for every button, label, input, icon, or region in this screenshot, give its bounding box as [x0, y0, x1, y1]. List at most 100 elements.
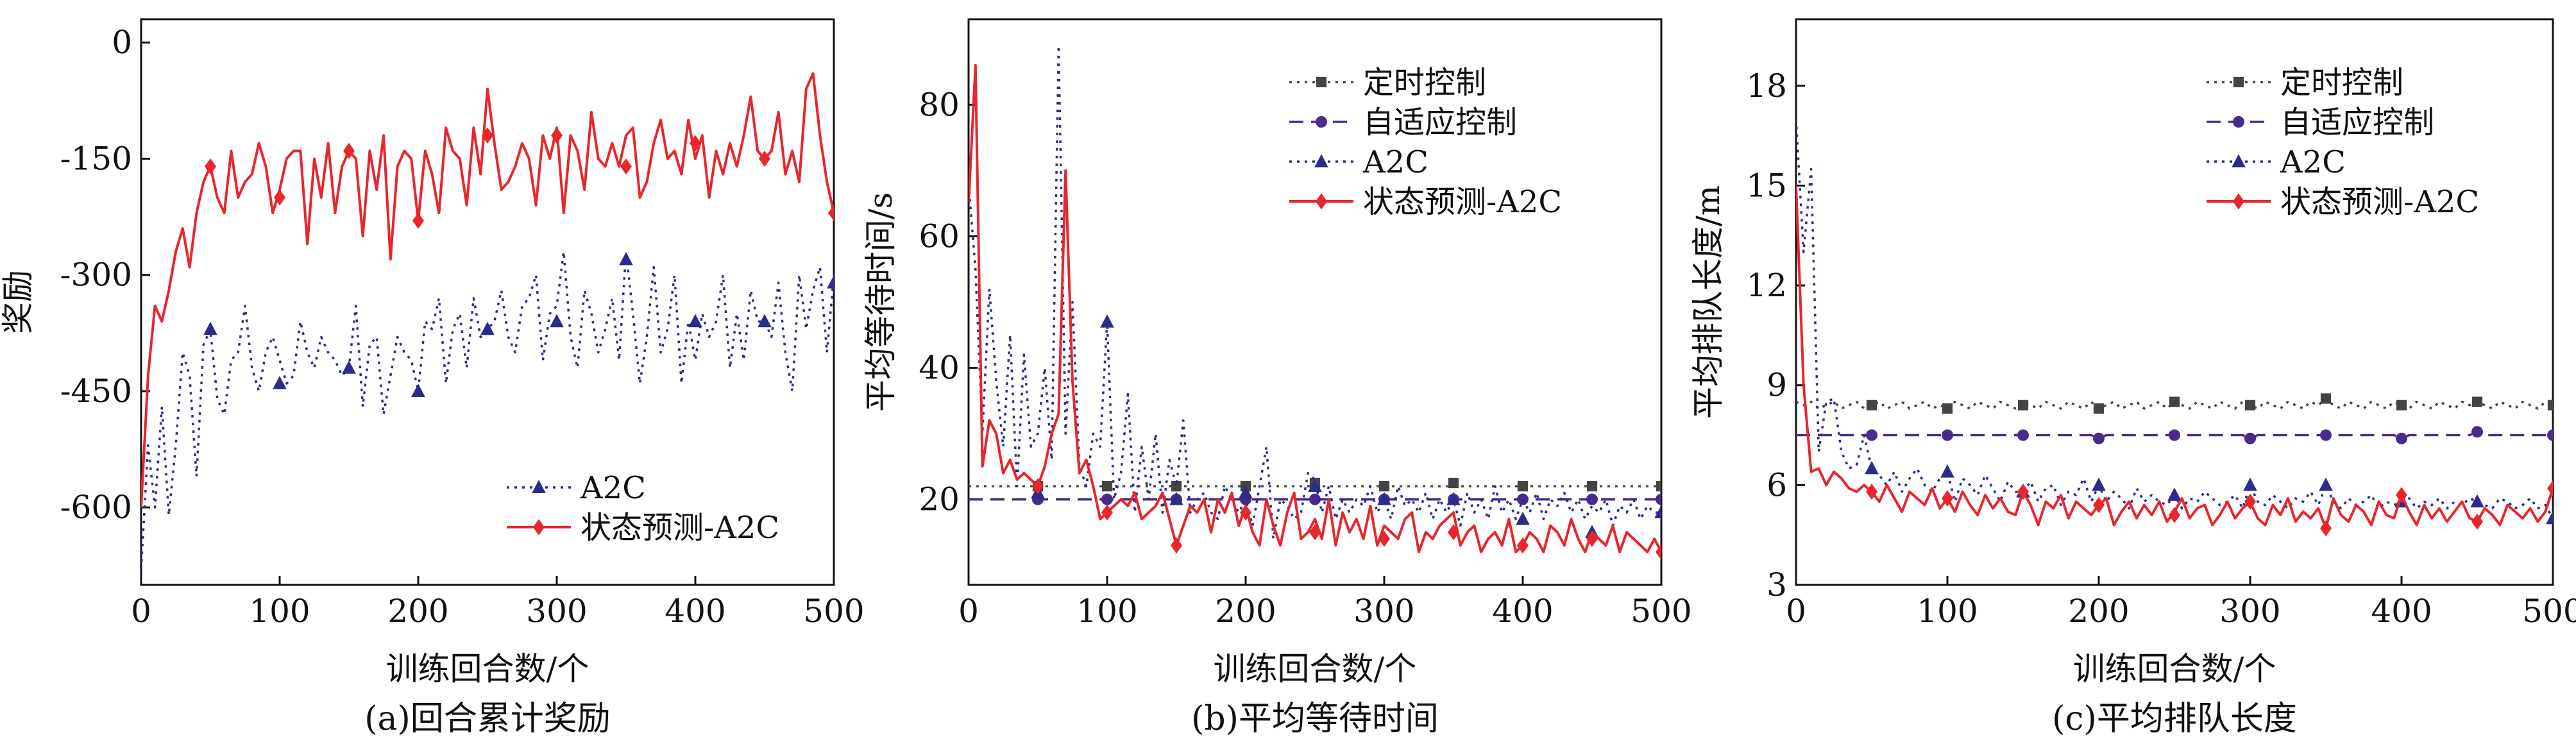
legend-label-0: 定时控制 — [2280, 65, 2403, 101]
plot-area — [1796, 119, 2553, 537]
series-marker-0 — [1586, 481, 1598, 492]
x-axis-title: 训练回合数/个 — [2073, 650, 2276, 687]
series-line-2 — [969, 44, 1661, 540]
series-marker-1 — [343, 142, 355, 159]
series-marker-3 — [2244, 493, 2256, 510]
series-marker-0 — [2396, 400, 2407, 410]
chart-panel-0: 0 100 200 300 400 500 0 -150 -300 -450 -600 训练回合数/个… — [0, 18, 865, 738]
legend-label-0: 定时控制 — [1363, 65, 1486, 101]
y-tick-label: -450 — [60, 373, 132, 410]
series-marker-2 — [1239, 485, 1253, 499]
y-axis-title: 奖励 — [0, 270, 37, 334]
series-marker-3 — [2017, 484, 2029, 500]
x-tick-label: 500 — [1631, 593, 1691, 630]
series-marker-0 — [273, 376, 287, 389]
x-tick-label: 0 — [958, 593, 979, 630]
x-tick-label: 300 — [2219, 593, 2280, 630]
series-marker-0 — [2244, 400, 2256, 410]
series-marker-1 — [274, 189, 285, 206]
series-marker-2 — [1654, 505, 1661, 519]
chart-panel-1: 0 100 200 300 400 500 20 40 60 80 训练回合数/个 平均等待时间/s (… — [862, 18, 1692, 738]
series-marker-0 — [1448, 477, 1459, 489]
series-marker-1 — [2396, 432, 2407, 444]
panel-caption: (c)平均排队长度 — [2052, 700, 2297, 738]
series-line-3 — [969, 63, 1661, 553]
legend-marker-3 — [2233, 193, 2244, 210]
series-marker-1 — [2017, 429, 2029, 441]
legend: A2C 状态预测-A2C — [507, 470, 779, 546]
series-marker-1 — [1309, 493, 1321, 505]
series-marker-3 — [1517, 537, 1529, 554]
series-marker-0 — [758, 314, 772, 328]
y-tick-label: 12 — [1746, 267, 1787, 304]
series-marker-3 — [1240, 504, 1251, 521]
plot-area — [141, 72, 834, 569]
legend-label-1: 自适应控制 — [1363, 105, 1517, 140]
series-marker-3 — [2320, 520, 2332, 537]
x-tick-label: 500 — [803, 593, 864, 630]
series-marker-1 — [1586, 493, 1598, 505]
y-tick-label: 18 — [1746, 67, 1787, 105]
legend-label-0: A2C — [580, 470, 646, 506]
series-marker-2 — [1516, 511, 1530, 525]
y-tick-label: 0 — [112, 24, 132, 61]
legend-label-2: A2C — [1362, 144, 1428, 180]
series-marker-0 — [411, 384, 425, 397]
series-marker-2 — [2319, 477, 2333, 491]
series-marker-1 — [1101, 493, 1113, 505]
panel-caption: (b)平均等待时间 — [1191, 700, 1439, 738]
legend-label-1: 状态预测-A2C — [580, 510, 779, 546]
series-line-2 — [1796, 119, 2553, 519]
series-line-0 — [141, 250, 834, 569]
x-tick-label: 0 — [131, 593, 151, 630]
y-axis-title: 平均等待时间/s — [862, 192, 899, 412]
series-marker-0 — [688, 314, 702, 328]
series-line-0 — [1796, 397, 2553, 410]
series-marker-1 — [1656, 493, 1661, 505]
series-marker-0 — [2320, 393, 2332, 404]
series-marker-1 — [2547, 429, 2553, 441]
series-marker-3 — [2396, 487, 2407, 503]
series-marker-3 — [1448, 524, 1459, 541]
y-tick-label: -150 — [60, 140, 132, 177]
chart-panel-2: 0 100 200 300 400 500 3 6 9 12 15 18 训练回合数/个 平均排队长度/m… — [1690, 18, 2576, 738]
legend-marker-1 — [2233, 116, 2244, 128]
y-tick-label: 9 — [1767, 367, 1787, 404]
legend-marker-3 — [1316, 193, 1327, 210]
x-tick-label: 300 — [1353, 593, 1414, 630]
series-marker-1 — [2244, 432, 2256, 444]
x-tick-label: 400 — [665, 593, 725, 630]
y-tick-label: 15 — [1746, 167, 1787, 204]
series-marker-3 — [1656, 544, 1661, 561]
series-marker-1 — [2320, 429, 2332, 441]
series-marker-3 — [1032, 478, 1044, 494]
x-tick-label: 200 — [387, 593, 448, 630]
series-marker-2 — [2243, 477, 2257, 491]
series-marker-0 — [2547, 400, 2553, 410]
plot-frame — [1795, 18, 2554, 586]
legend-label-2: A2C — [2280, 144, 2346, 180]
series-marker-3 — [2547, 480, 2553, 497]
series-marker-1 — [828, 205, 834, 221]
series-marker-2 — [2092, 477, 2106, 491]
x-tick-label: 100 — [249, 593, 310, 630]
series-marker-2 — [2167, 487, 2182, 501]
legend-marker-0 — [2233, 76, 2244, 88]
x-axis-title: 训练回合数/个 — [1214, 650, 1417, 687]
legend-label-3: 状态预测-A2C — [1363, 184, 1562, 220]
series-marker-0 — [619, 251, 633, 266]
series-marker-3 — [2169, 507, 2180, 523]
series-marker-1 — [551, 127, 563, 144]
series-marker-3 — [1309, 524, 1321, 541]
series-marker-1 — [482, 127, 493, 144]
series-marker-0 — [480, 321, 495, 335]
series-marker-0 — [827, 275, 834, 289]
series-marker-0 — [1171, 481, 1182, 492]
series-marker-2 — [1100, 314, 1114, 328]
legend-marker-1 — [533, 519, 545, 535]
series-marker-0 — [203, 321, 217, 335]
x-tick-label: 200 — [2068, 593, 2129, 630]
x-tick-label: 400 — [1492, 593, 1553, 630]
series-marker-1 — [2093, 432, 2105, 444]
